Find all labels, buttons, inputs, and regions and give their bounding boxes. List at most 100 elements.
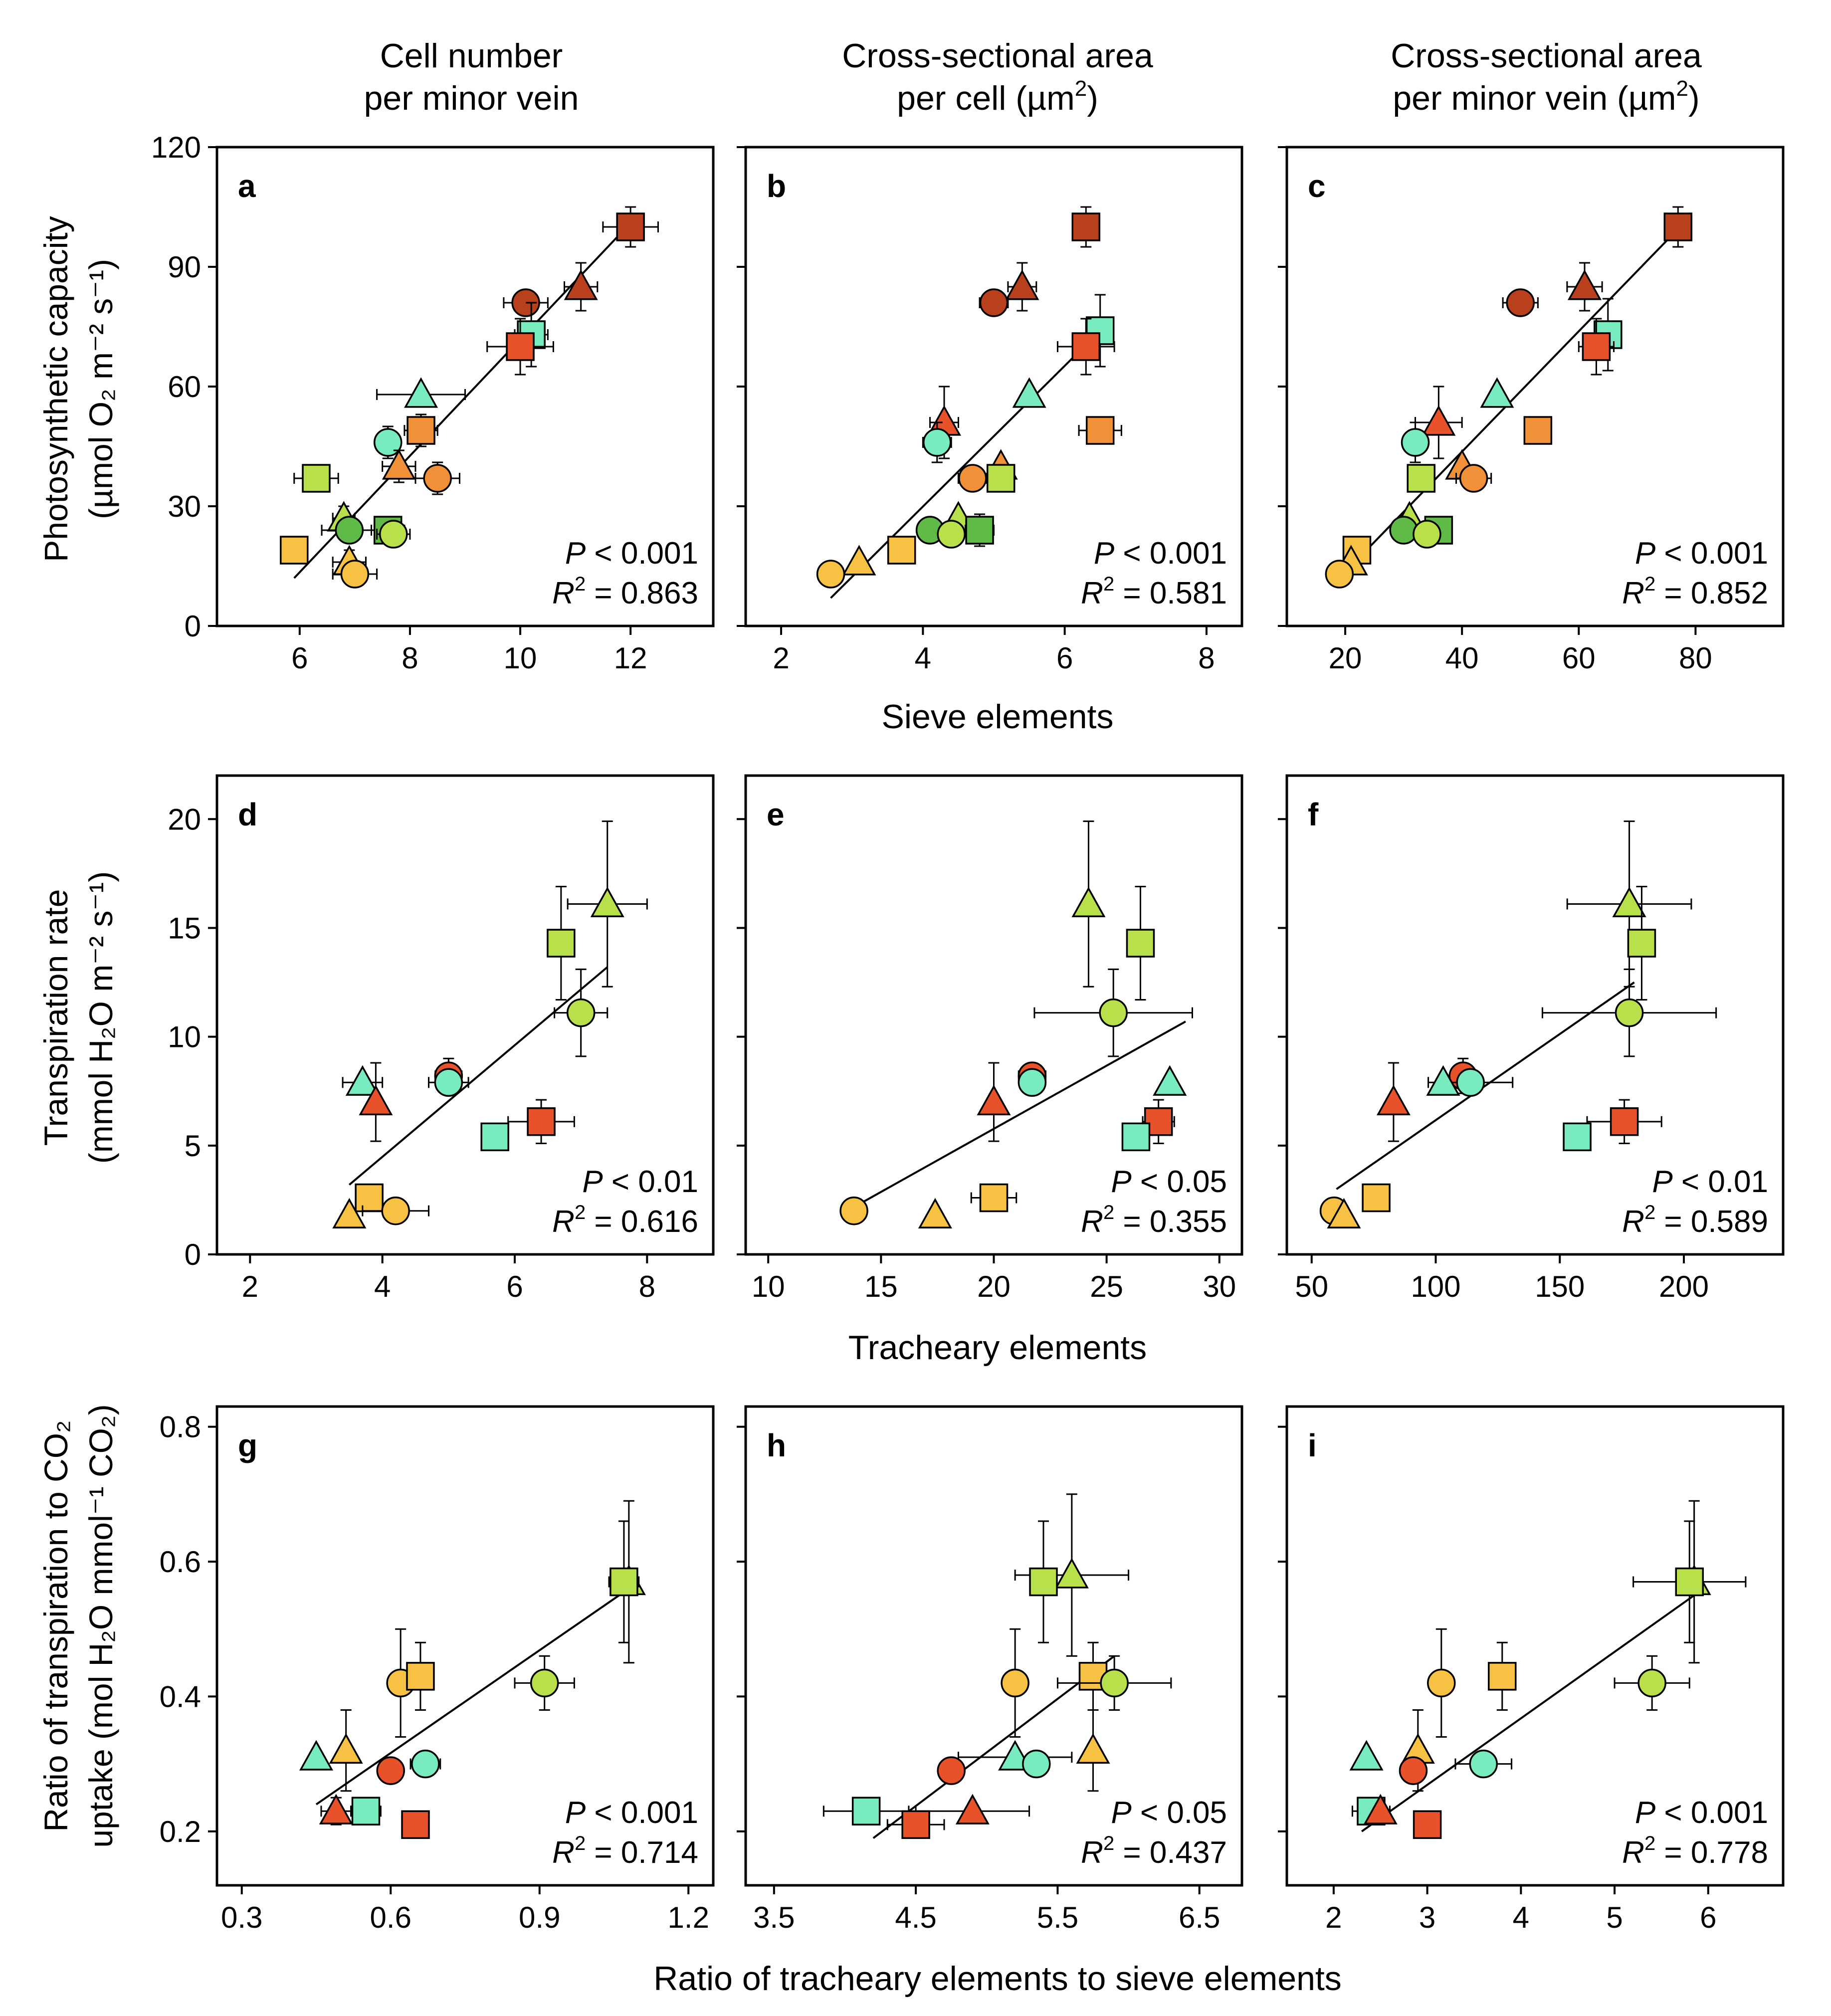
r-squared-text: = 0.778 — [1655, 1835, 1768, 1870]
data-point — [822, 1797, 910, 1826]
data-point — [1327, 1198, 1361, 1229]
data-point — [486, 318, 554, 376]
marker-circle-teal — [434, 1068, 463, 1097]
r-superscript: 2 — [575, 573, 586, 595]
data-point — [1413, 1810, 1442, 1839]
x-tick-label: 6 — [291, 641, 308, 675]
marker-square-red — [1144, 1107, 1173, 1136]
y-tick-label: 0.6 — [160, 1545, 201, 1579]
column-headers: Cell number per minor vein Cross-section… — [364, 37, 1702, 117]
panel-h-frame — [744, 1405, 1243, 1887]
r-superscript: 2 — [1644, 1832, 1655, 1854]
x-tick-label: 30 — [1203, 1270, 1236, 1303]
r-squared-text: = 0.581 — [1114, 576, 1227, 610]
r-squared: R2 = 0.589 — [1622, 1202, 1768, 1239]
r-squared: R2 = 0.581 — [1081, 573, 1227, 610]
marker-square-teal — [480, 1122, 509, 1152]
data-point — [332, 560, 378, 589]
data-point — [359, 1062, 393, 1142]
marker-square-red — [1413, 1810, 1442, 1839]
marker-triangle-red — [359, 1084, 393, 1116]
x-tick-label: 4.5 — [895, 1901, 936, 1934]
marker-square-teal — [1121, 1122, 1151, 1152]
x-tick-label: 25 — [1090, 1270, 1123, 1303]
p-value: P < 0.01 — [1652, 1165, 1768, 1199]
p-value: P < 0.001 — [565, 536, 698, 571]
p-symbol: P — [1652, 1165, 1672, 1199]
marker-circle-teal — [1022, 1749, 1051, 1779]
x-tick-label: 15 — [864, 1270, 898, 1303]
x-tick-label: 100 — [1411, 1270, 1460, 1303]
marker-square-orange — [1085, 416, 1115, 445]
data-point — [319, 1794, 353, 1825]
y-tick-label: 0.8 — [160, 1411, 201, 1444]
marker-square-red — [506, 332, 535, 361]
column-header-3-unit: per minor vein (µm — [1393, 79, 1676, 117]
x-tick-label: 0.6 — [370, 1901, 411, 1934]
data-point — [1523, 416, 1553, 445]
marker-square-orange — [1523, 416, 1553, 445]
regression-line — [1361, 1594, 1695, 1832]
marker-triangle-red — [1376, 1084, 1411, 1116]
panel-letter: g — [238, 1427, 257, 1463]
panel-g-frame — [215, 1405, 715, 1887]
r-squared: R2 = 0.778 — [1622, 1832, 1768, 1870]
data-point — [970, 1183, 1017, 1212]
r-squared: R2 = 0.714 — [552, 1832, 698, 1870]
data-point — [922, 421, 952, 463]
marker-circle-orange — [958, 464, 987, 493]
r-squared: R2 = 0.852 — [1622, 573, 1768, 610]
r-symbol: R — [1622, 576, 1644, 610]
column-header-2-line2: per cell (µm2) — [897, 76, 1098, 117]
r-symbol: R — [552, 1205, 575, 1239]
y-tick-label: 15 — [168, 911, 201, 945]
r-symbol: R — [1081, 576, 1103, 610]
marker-triangle-lime — [590, 886, 624, 918]
p-value-text: < 0.001 — [586, 536, 698, 571]
x-tick-label: 6 — [506, 1270, 523, 1303]
marker-triangle-yellow — [918, 1198, 952, 1229]
y-tick-label: 5 — [185, 1129, 201, 1163]
data-point — [428, 1068, 469, 1097]
x-tick-label: 8 — [639, 1270, 655, 1303]
r-superscript: 2 — [1103, 573, 1114, 595]
data-point — [280, 536, 309, 565]
data-point — [816, 560, 845, 589]
marker-circle-lime — [566, 998, 596, 1027]
x-tick-label: 40 — [1445, 641, 1479, 675]
data-point — [1001, 1628, 1029, 1738]
marker-circle-lime — [1099, 998, 1128, 1027]
data-point — [1325, 560, 1354, 589]
data-point — [1541, 968, 1717, 1057]
data-point — [1401, 421, 1430, 463]
data-point — [409, 1749, 441, 1779]
marker-triangle-yellow — [842, 545, 876, 576]
r-squared-text: = 0.355 — [1114, 1205, 1227, 1239]
r-squared: R2 = 0.616 — [552, 1202, 698, 1239]
x-tick-label: 10 — [752, 1270, 785, 1303]
p-value: P < 0.05 — [1111, 1165, 1227, 1199]
panel-i-frame — [1285, 1405, 1785, 1887]
marker-circle-orange — [423, 464, 452, 493]
p-symbol: P — [1111, 1796, 1131, 1830]
marker-circle-teal — [411, 1749, 440, 1779]
y-tick-label: 60 — [168, 370, 201, 403]
y-tick-label: 10 — [168, 1020, 201, 1054]
r-superscript: 2 — [1644, 1202, 1655, 1223]
p-value-text: < 0.001 — [1655, 536, 1768, 571]
p-symbol: P — [1635, 1796, 1655, 1830]
data-point — [1488, 1641, 1517, 1711]
data-point — [376, 1756, 405, 1785]
y-tick-label: 0.4 — [160, 1680, 201, 1713]
panel-letter: h — [767, 1427, 786, 1463]
r-superscript: 2 — [1103, 1202, 1114, 1223]
data-point — [1627, 886, 1656, 1001]
x-tick-label: 60 — [1562, 641, 1596, 675]
marker-square-red — [401, 1810, 430, 1839]
data-point — [1153, 1065, 1187, 1096]
data-point — [404, 413, 438, 447]
y-tick-label: 20 — [168, 803, 201, 836]
